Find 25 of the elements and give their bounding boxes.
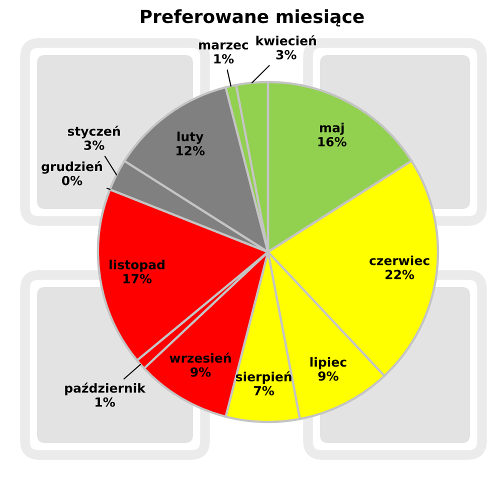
slice-label: lipiec: [310, 357, 346, 370]
data-label: 1%: [96, 397, 115, 407]
slice-label: kwiecień: [256, 35, 316, 46]
slice-label: listopad: [110, 260, 164, 272]
slice-label: wrzesień: [170, 352, 231, 363]
chart-title: Preferowane miesiące: [140, 9, 364, 27]
data-label: 1%: [214, 54, 234, 64]
data-label: 7%: [254, 386, 274, 396]
slice-label: maj: [320, 122, 344, 135]
slice-label: marzec: [199, 42, 248, 50]
data-label: 12%: [176, 146, 205, 156]
data-label: 16%: [318, 137, 346, 146]
text: 0%: [62, 176, 82, 186]
slice-label: sierpień: [236, 371, 292, 384]
data-label: 17%: [123, 274, 152, 284]
data-label: 3%: [276, 50, 296, 60]
data-label: 22%: [386, 270, 414, 280]
slice-label: czerwiec: [370, 256, 430, 266]
data-label: 3%: [84, 140, 104, 150]
slice-label: październik: [65, 382, 146, 396]
data-label: 9%: [318, 371, 338, 381]
data-label: 9%: [190, 367, 211, 377]
category-label: grudzień: [42, 161, 102, 174]
slice-label: styczeń: [68, 126, 120, 138]
slice-label: luty: [177, 132, 204, 144]
